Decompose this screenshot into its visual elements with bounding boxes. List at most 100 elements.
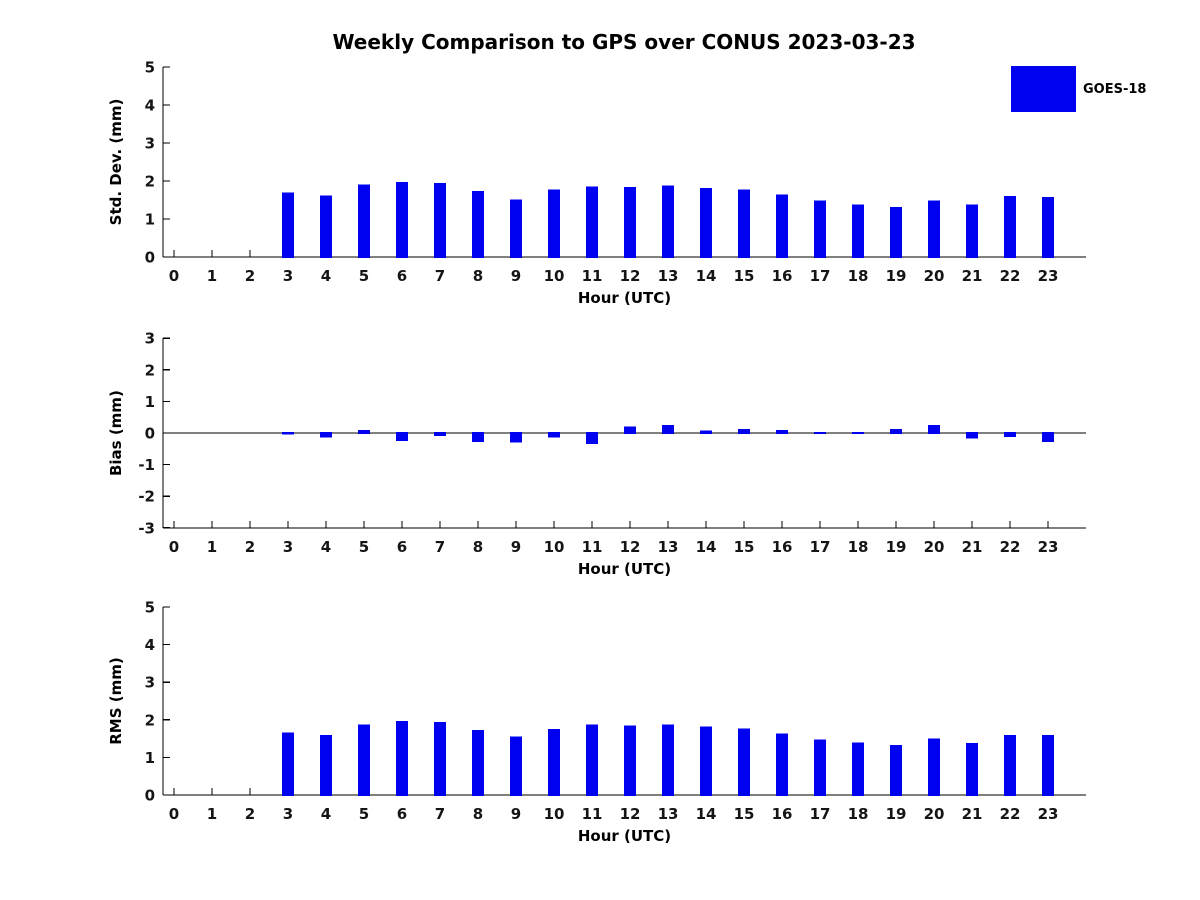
- bar-bias-hour-18: [852, 432, 864, 434]
- bar-rms-hour-6: [396, 720, 408, 796]
- bar-bias-hour-7: [434, 432, 446, 437]
- x-tick-label: 12: [620, 805, 641, 823]
- y-tick-label: 1: [145, 749, 155, 767]
- x-tick-label: 18: [848, 538, 869, 556]
- x-tick-label: 2: [245, 267, 255, 285]
- bar-rms-hour-16: [776, 733, 788, 796]
- bar-rms-hour-5: [358, 724, 370, 796]
- x-tick-label: 7: [435, 805, 445, 823]
- x-tick-label: 8: [473, 267, 483, 285]
- y-tick-label: -3: [138, 519, 155, 537]
- y-tick-label: 2: [145, 361, 155, 379]
- x-tick-label: 13: [658, 805, 679, 823]
- legend: GOES-18: [1011, 66, 1146, 112]
- x-tick-label: 15: [734, 267, 755, 285]
- x-tick-label: 20: [924, 538, 945, 556]
- x-tick-label: 8: [473, 538, 483, 556]
- bar-rms-hour-8: [472, 729, 484, 796]
- x-tick-label: 14: [696, 267, 717, 285]
- x-tick-label: 6: [397, 538, 407, 556]
- bar-std-dev-hour-21: [966, 204, 978, 258]
- bar-bias-hour-23: [1042, 432, 1054, 442]
- x-tick-label: 1: [207, 267, 217, 285]
- x-tick-label: 12: [620, 267, 641, 285]
- x-tick-label: 16: [772, 267, 793, 285]
- x-tick-label: 9: [511, 538, 521, 556]
- x-tick-label: 14: [696, 538, 717, 556]
- bar-bias-hour-19: [890, 429, 902, 434]
- y-tick-label: 0: [145, 249, 155, 267]
- x-tick-label: 19: [886, 538, 907, 556]
- x-tick-label: 10: [544, 267, 565, 285]
- legend-label: GOES-18: [1083, 81, 1147, 97]
- x-tick-label: 5: [359, 267, 369, 285]
- x-tick-label: 15: [734, 805, 755, 823]
- x-tick-label: 9: [511, 267, 521, 285]
- bar-rms-hour-14: [700, 726, 712, 796]
- x-tick-label: 22: [1000, 805, 1021, 823]
- bar-rms-hour-21: [966, 743, 978, 796]
- x-tick-label: 11: [582, 805, 603, 823]
- x-tick-label: 12: [620, 538, 641, 556]
- y-tick-label: 2: [145, 173, 155, 191]
- bar-std-dev-hour-8: [472, 190, 484, 258]
- bar-std-dev-hour-13: [662, 185, 674, 258]
- x-tick-label: 2: [245, 538, 255, 556]
- bar-std-dev-hour-5: [358, 184, 370, 258]
- x-tick-label: 23: [1038, 805, 1059, 823]
- y-axis-label: Std. Dev. (mm): [107, 99, 125, 226]
- x-tick-label: 21: [962, 267, 983, 285]
- x-tick-label: 16: [772, 538, 793, 556]
- bar-std-dev-hour-11: [586, 186, 598, 258]
- bar-std-dev-hour-15: [738, 189, 750, 258]
- x-tick-label: 11: [582, 538, 603, 556]
- bar-bias-hour-12: [624, 426, 636, 434]
- x-tick-label: 17: [810, 805, 831, 823]
- bar-std-dev-hour-3: [282, 192, 294, 258]
- bar-bias-hour-6: [396, 432, 408, 441]
- y-tick-label: 0: [145, 787, 155, 805]
- y-axis-label: Bias (mm): [107, 390, 125, 476]
- x-tick-label: 21: [962, 538, 983, 556]
- bar-std-dev-hour-12: [624, 187, 636, 258]
- bar-rms-hour-9: [510, 736, 522, 796]
- bar-bias-hour-3: [282, 432, 294, 435]
- chart-title: Weekly Comparison to GPS over CONUS 2023…: [332, 30, 916, 54]
- bar-bias-hour-22: [1004, 432, 1016, 437]
- bar-std-dev-hour-16: [776, 194, 788, 258]
- x-tick-label: 22: [1000, 538, 1021, 556]
- bar-std-dev-hour-14: [700, 187, 712, 258]
- x-tick-label: 9: [511, 805, 521, 823]
- bar-std-dev-hour-4: [320, 195, 332, 258]
- bar-bias-hour-20: [928, 425, 940, 434]
- bar-std-dev-hour-6: [396, 181, 408, 258]
- x-tick-label: 13: [658, 267, 679, 285]
- x-tick-label: 4: [321, 267, 331, 285]
- bar-bias-hour-21: [966, 432, 978, 439]
- bar-std-dev-hour-18: [852, 204, 864, 258]
- x-tick-label: 13: [658, 538, 679, 556]
- x-tick-label: 19: [886, 805, 907, 823]
- bar-bias-hour-8: [472, 432, 484, 442]
- x-tick-label: 0: [169, 267, 179, 285]
- bar-rms-hour-18: [852, 742, 864, 796]
- x-tick-label: 5: [359, 538, 369, 556]
- y-tick-label: 5: [145, 599, 155, 617]
- bar-rms-hour-19: [890, 744, 902, 796]
- x-tick-label: 3: [283, 538, 293, 556]
- bar-rms-hour-17: [814, 739, 826, 796]
- y-tick-label: -1: [138, 456, 155, 474]
- x-tick-label: 21: [962, 805, 983, 823]
- x-tick-label: 0: [169, 538, 179, 556]
- x-tick-label: 10: [544, 805, 565, 823]
- x-tick-label: 20: [924, 805, 945, 823]
- y-tick-label: 3: [145, 674, 155, 692]
- bar-bias-hour-4: [320, 432, 332, 438]
- x-tick-label: 0: [169, 805, 179, 823]
- bar-rms-hour-20: [928, 738, 940, 796]
- bar-bias-hour-16: [776, 429, 788, 434]
- bar-bias-hour-17: [814, 432, 826, 434]
- bar-rms-hour-12: [624, 725, 636, 796]
